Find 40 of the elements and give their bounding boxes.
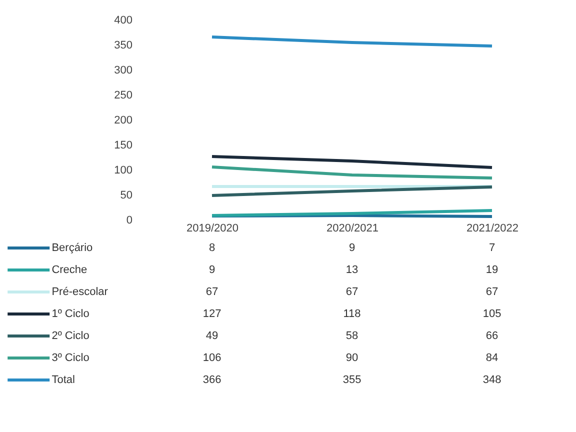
y-tick-label: 350 [114, 40, 132, 52]
legend-label: 1º Ciclo [52, 308, 90, 320]
data-label: 127 [202, 308, 222, 320]
legend-label: Creche [52, 264, 88, 276]
data-label: 66 [486, 330, 498, 342]
y-tick-label: 400 [114, 14, 132, 26]
y-tick-label: 100 [114, 164, 132, 176]
legend-label: Total [52, 374, 75, 386]
y-tick-label: 0 [126, 214, 132, 226]
x-tick-label: 2019/2020 [186, 222, 238, 234]
data-label: 106 [202, 352, 222, 364]
data-label: 355 [342, 374, 362, 386]
data-label: 118 [343, 308, 361, 320]
legend-label: 3º Ciclo [52, 352, 90, 364]
data-label: 9 [208, 264, 216, 276]
y-tick-label: 50 [120, 190, 132, 202]
legend-label: Berçário [52, 242, 93, 254]
data-label: 366 [202, 374, 222, 386]
data-label: 58 [346, 330, 358, 342]
data-label: 67 [346, 286, 358, 298]
data-label: 67 [206, 286, 218, 298]
legend-label: 2º Ciclo [52, 330, 90, 342]
y-tick-label: 300 [114, 64, 132, 76]
x-tick-label: 2020/2021 [326, 222, 378, 234]
data-label: 90 [346, 352, 358, 364]
data-label: 84 [486, 352, 498, 364]
data-label: 13 [346, 264, 358, 276]
data-label: 19 [486, 264, 498, 276]
y-tick-label: 250 [114, 90, 132, 102]
data-label: 67 [486, 286, 498, 298]
data-label: 8 [208, 242, 216, 254]
data-label: 348 [482, 374, 502, 386]
y-tick-label: 150 [114, 140, 132, 152]
data-label: 49 [206, 330, 218, 342]
y-tick-label: 200 [114, 114, 132, 126]
data-label: 105 [482, 308, 502, 320]
x-tick-label: 2021/2022 [466, 222, 518, 234]
data-label: 7 [488, 242, 496, 254]
data-label: 9 [348, 242, 356, 254]
legend-label: Pré-escolar [52, 286, 108, 298]
